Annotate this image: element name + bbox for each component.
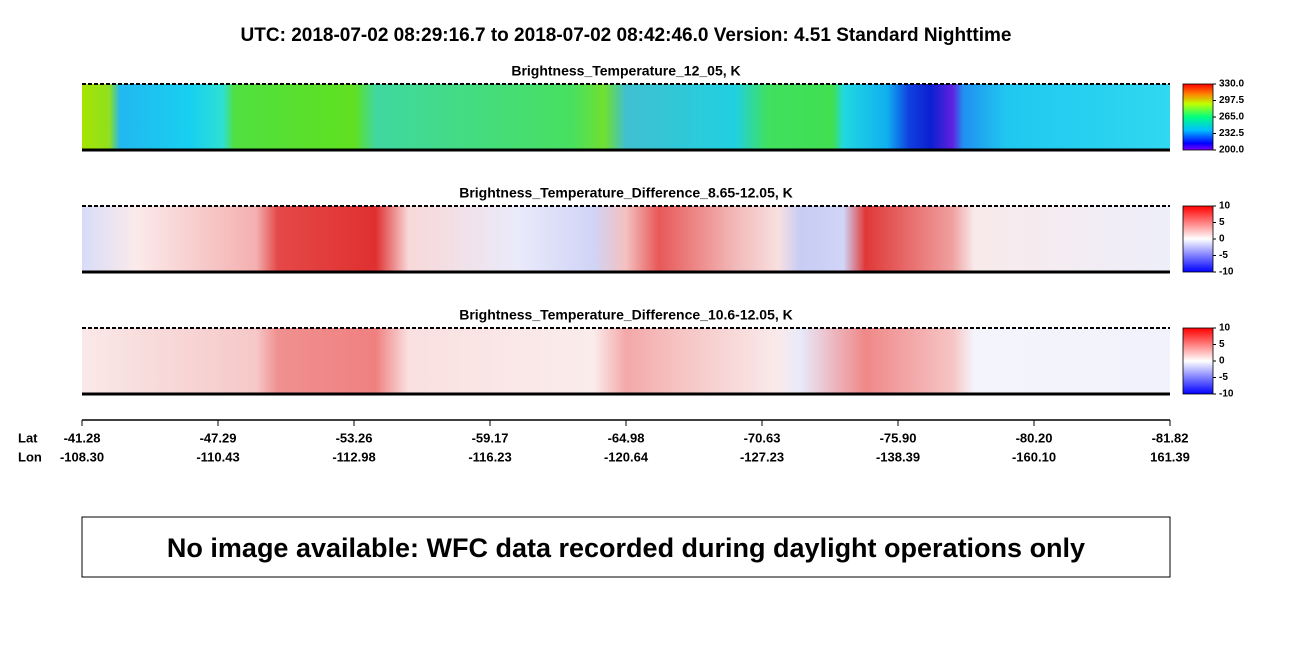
lat-value: -70.63: [744, 430, 781, 445]
colorbar-tick-label: 10: [1219, 201, 1231, 212]
image-strip: [82, 328, 1170, 394]
colorbar: [1182, 205, 1214, 273]
message-box: [81, 516, 1171, 578]
colorbar-tick-label: 200.0: [1219, 145, 1244, 156]
image-strip: [82, 84, 1170, 150]
lon-value: -160.10: [1012, 449, 1056, 464]
colorbar-tick-label: 265.0: [1219, 112, 1244, 123]
lat-value: -81.82: [1152, 430, 1189, 445]
lat-label: Lat: [18, 430, 38, 445]
lat-value: -75.90: [880, 430, 917, 445]
lon-value: -127.23: [740, 449, 784, 464]
title: UTC: 2018-07-02 08:29:16.7 to 2018-07-02…: [241, 25, 1012, 46]
colorbar: [1182, 327, 1214, 395]
lon-value: 161.39: [1150, 449, 1190, 464]
colorbar-tick-label: 0: [1219, 356, 1225, 367]
colorbar-tick-label: 5: [1219, 339, 1225, 350]
lon-value: -108.30: [60, 449, 104, 464]
lon-value: -120.64: [604, 449, 649, 464]
colorbar: [1182, 83, 1214, 151]
lon-label: Lon: [18, 449, 42, 464]
lon-value: -112.98: [332, 449, 375, 464]
colorbar-tick-label: 10: [1219, 323, 1231, 334]
colorbar-tick-label: -10: [1219, 267, 1234, 278]
lat-value: -47.29: [200, 430, 237, 445]
colorbar-tick-label: -10: [1219, 389, 1234, 400]
lat-value: -53.26: [336, 430, 373, 445]
lon-value: -110.43: [196, 449, 239, 464]
lat-value: -59.17: [472, 430, 509, 445]
colorbar-tick-label: 297.5: [1219, 95, 1244, 106]
lat-value: -41.28: [64, 430, 101, 445]
lon-value: -138.39: [876, 449, 920, 464]
colorbar-tick-label: 5: [1219, 217, 1225, 228]
colorbar-tick-label: 0: [1219, 234, 1225, 245]
colorbar-tick-label: -5: [1219, 250, 1228, 261]
lat-value: -80.20: [1016, 430, 1053, 445]
image-strip: [82, 206, 1170, 272]
panel-title: Brightness_Temperature_12_05, K: [511, 63, 740, 79]
message: No image available: WFC data recorded du…: [167, 533, 1085, 563]
lat-value: -64.98: [608, 430, 645, 445]
panel-title: Brightness_Temperature_Difference_10.6-1…: [459, 307, 793, 323]
colorbar-tick-label: 330.0: [1219, 79, 1244, 90]
colorbar-tick-label: 232.5: [1219, 128, 1244, 139]
panel-title: Brightness_Temperature_Difference_8.65-1…: [459, 185, 793, 201]
lon-value: -116.23: [468, 449, 511, 464]
colorbar-tick-label: -5: [1219, 372, 1228, 383]
